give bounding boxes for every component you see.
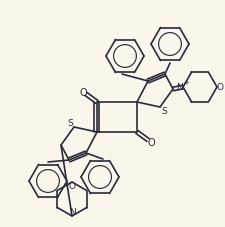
Text: O: O	[79, 88, 86, 98]
Text: S: S	[67, 119, 72, 128]
Text: N: N	[176, 83, 182, 92]
Text: N: N	[68, 207, 75, 217]
Text: O: O	[146, 137, 154, 147]
Text: +: +	[182, 80, 188, 86]
Text: O: O	[68, 182, 75, 191]
Text: O: O	[216, 83, 223, 92]
Text: S: S	[160, 107, 166, 116]
